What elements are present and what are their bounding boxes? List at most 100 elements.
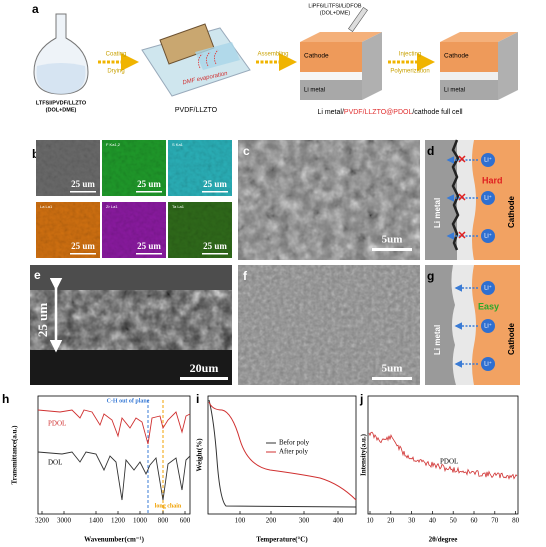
caption-part: PVDF/LLZTO@PDOL <box>344 109 413 116</box>
caption-part: Li metal/ <box>317 109 344 116</box>
electrolyte-label: (DOL+DME) <box>320 10 351 16</box>
scale-label: 25 um <box>71 241 95 251</box>
scale-bar <box>70 191 96 193</box>
x-tick-label: 300 <box>299 517 310 525</box>
scale-bar <box>202 253 228 255</box>
panel-label: b <box>32 147 39 161</box>
panel-label: d <box>427 144 434 158</box>
x-tick-label: 200 <box>266 517 277 525</box>
x-tick-label: 30 <box>408 517 416 525</box>
scale-bar <box>372 377 412 380</box>
anode <box>440 80 498 100</box>
eds-maps: 25 um F Ka1,2 25 um S Ka1 25 um La La1 25 um Zr… <box>36 140 232 258</box>
anode-label: Li metal <box>304 88 325 94</box>
block-mark: ✕ <box>457 230 466 242</box>
step-label: Coating <box>106 52 127 58</box>
separator <box>300 72 362 80</box>
x-tick-label: 10 <box>367 517 375 525</box>
eds-texture <box>168 202 232 258</box>
panel-label: h <box>2 392 9 406</box>
scale-bar <box>70 253 96 255</box>
scale-label: 20um <box>190 361 219 375</box>
coater <box>141 23 251 97</box>
x-tick-label: 80 <box>512 517 520 525</box>
y-axis-label: Intensity(a.u.) <box>360 433 368 476</box>
step-label: Polymerization <box>390 69 429 75</box>
flask-solvent: (DOL+DME) <box>46 107 77 113</box>
film-label: PVDF/LLZTO <box>175 107 218 114</box>
series-label: DOL <box>48 459 62 467</box>
element-label: S Ka1 <box>172 142 184 147</box>
anode-label: Li metal <box>433 325 442 355</box>
panel-label: c <box>243 144 250 158</box>
ion-group: Li⁺ Li⁺ Li⁺ <box>454 281 495 371</box>
anode <box>300 80 362 100</box>
scale-bar <box>136 253 162 255</box>
element-label: La La1 <box>40 204 53 209</box>
ion <box>481 319 495 333</box>
cell-1 <box>300 6 382 100</box>
x-tick-label: 800 <box>158 517 169 525</box>
x-tick-label: 50 <box>450 517 458 525</box>
cathode-region <box>472 265 520 385</box>
x-tick-label: 100 <box>235 517 246 525</box>
block-mark: ✕ <box>457 154 466 166</box>
scale-bar <box>202 191 228 193</box>
scale-label: 25 um <box>71 179 95 189</box>
cell-side <box>362 32 382 100</box>
sem-texture <box>238 265 420 385</box>
panel-label: f <box>243 269 248 283</box>
series-label: PDOL <box>440 458 458 466</box>
step-label: Drying <box>107 69 124 75</box>
flask <box>33 13 89 95</box>
cell-2 <box>440 32 518 100</box>
cathode <box>440 42 498 72</box>
annotation: C-H out of plane <box>107 398 150 404</box>
x-tick-label: 20 <box>387 517 395 525</box>
eds-texture <box>36 140 100 196</box>
y-axis-label: Weight(%) <box>196 438 204 472</box>
panel-label: a <box>32 2 39 16</box>
x-tick-label: 3000 <box>57 517 72 525</box>
cathode-top <box>300 32 382 42</box>
block-mark: ✕ <box>457 192 466 204</box>
element-label: Ta La1 <box>172 204 185 209</box>
cathode-label: Cathode <box>507 195 516 228</box>
anode-label: Li metal <box>433 198 442 228</box>
ion-group: ✕ Li⁺ ✕ Li⁺ ✕ Li⁺ <box>446 153 495 243</box>
x-axis-label: Wavenumber(cm⁻¹) <box>84 536 145 544</box>
curve-before <box>208 399 357 508</box>
element-label: F Ka1,2 <box>106 142 121 147</box>
ion-label: Li⁺ <box>484 233 492 240</box>
x-tick-label: 1200 <box>111 517 126 525</box>
legend-label: Befor poly <box>279 439 310 447</box>
cathode <box>300 42 362 72</box>
x-tick-label: 70 <box>491 517 499 525</box>
curve-pdol <box>368 431 518 480</box>
solution <box>36 63 86 94</box>
x-axis-label: Temperature(°C) <box>256 536 308 544</box>
scale-bar <box>180 377 228 380</box>
ion-label: Li⁺ <box>484 157 492 164</box>
scale-label: 25 um <box>137 241 161 251</box>
eds-texture <box>102 140 166 196</box>
caption-part: /cathode full cell <box>412 109 463 116</box>
vapor <box>198 49 219 69</box>
flask-label: LTFSI/PVDF/LLZTO <box>36 100 87 106</box>
x-tick-label: 3200 <box>35 517 50 525</box>
panel-label: j <box>359 392 363 406</box>
ion <box>481 153 495 167</box>
ion-label: Li⁺ <box>484 195 492 202</box>
cell-side <box>498 32 518 100</box>
step-label: Injecting <box>399 52 421 58</box>
cathode-label: Cathode <box>304 53 329 60</box>
scale-label: 25 um <box>203 179 227 189</box>
curve-pdol <box>37 409 191 445</box>
x-tick-label: 1000 <box>133 517 148 525</box>
film <box>195 42 240 70</box>
interface-label: Hard <box>482 175 503 185</box>
panel-label: g <box>427 269 434 283</box>
